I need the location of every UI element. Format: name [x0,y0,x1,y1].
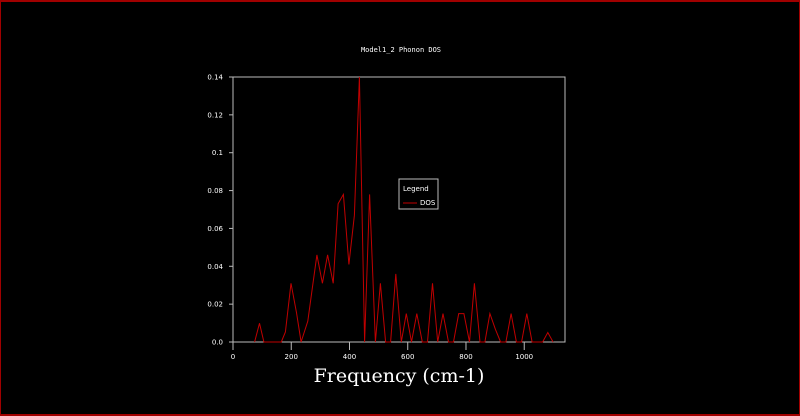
x-tick-label: 800 [459,353,472,361]
y-tick-label: 0.0 [212,339,223,347]
x-tick-label: 0 [231,353,235,361]
y-tick-label: 0.1 [212,149,223,157]
x-tick-label: 200 [285,353,298,361]
x-axis-label: Frequency (cm-1) [314,365,485,387]
y-tick-label: 0.12 [207,111,223,119]
y-tick-label: 0.06 [207,225,223,233]
legend-title: Legend [403,185,429,193]
legend: Legend DOS [398,178,439,210]
legend-entry-dos: DOS [420,199,436,207]
x-tick-label: 400 [343,353,356,361]
plot-area [232,76,566,343]
dos-series-line [254,76,554,343]
y-tick-label: 0.04 [207,263,223,271]
chart-title: Model1_2 Phonon DOS [361,46,441,54]
legend-box [398,178,439,210]
y-tick-label: 0.08 [207,187,223,195]
x-tick-label: 600 [401,353,414,361]
y-tick-label: 0.02 [207,301,223,309]
x-tick-label: 1000 [515,353,533,361]
y-tick-label: 0.14 [207,74,223,82]
